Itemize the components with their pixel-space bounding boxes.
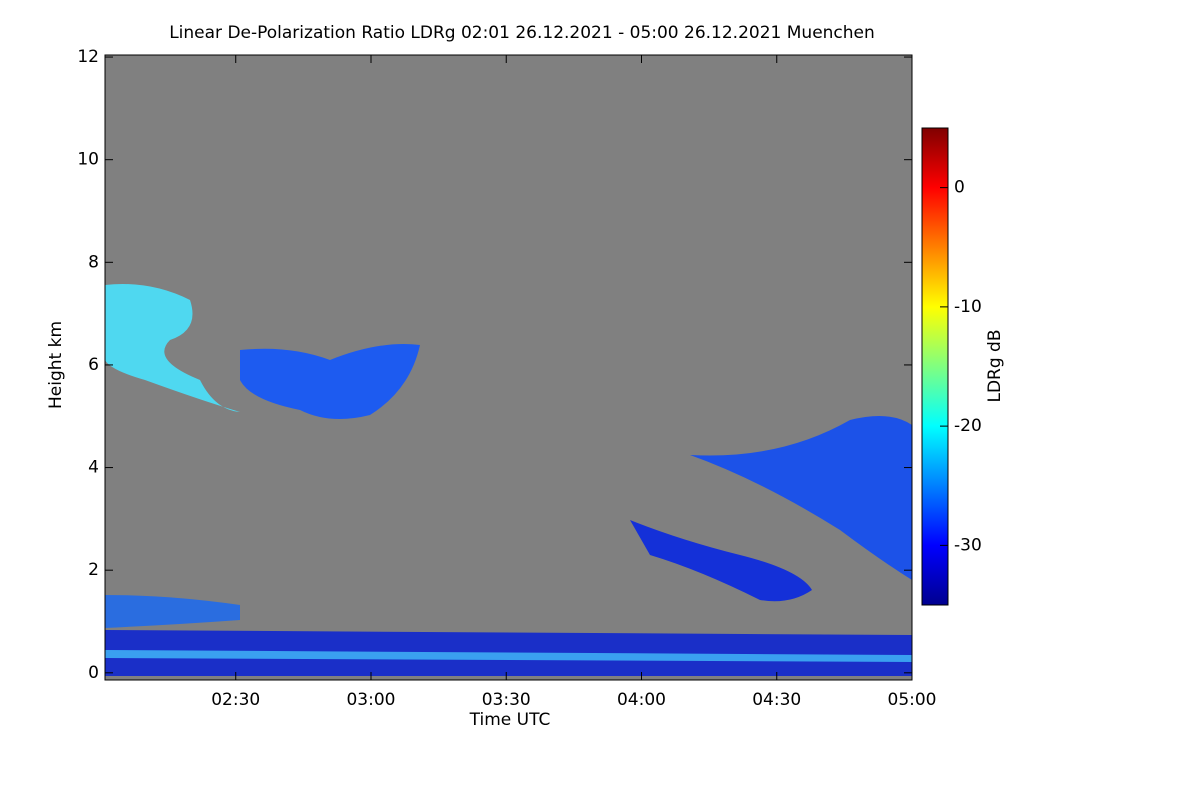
x-tick-label: 02:30	[211, 690, 260, 710]
x-tick-label: 03:30	[482, 690, 531, 710]
y-axis-label: Height km	[46, 321, 66, 409]
plot-frame	[104, 54, 913, 681]
cloud-echo	[630, 520, 812, 602]
chart-title: Linear De-Polarization Ratio LDRg 02:01 …	[169, 23, 875, 43]
colorbar-tick-label: -30	[954, 535, 982, 555]
echo-layer	[105, 284, 912, 676]
colorbar-tick-label: 0	[954, 178, 965, 198]
y-tick-label: 10	[77, 150, 99, 170]
y-tick-label: 4	[88, 458, 99, 478]
cloud-echo	[240, 344, 420, 419]
colorbar-tick-label: -10	[954, 297, 982, 317]
x-tick-label: 04:30	[752, 690, 801, 710]
x-tick-label: 05:00	[888, 690, 937, 710]
colorbar-label: LDRg dB	[985, 329, 1005, 402]
x-tick-label: 03:00	[346, 690, 395, 710]
x-axis-label: Time UTC	[469, 710, 551, 730]
cloud-echo	[105, 650, 912, 662]
y-tick-label: 6	[88, 355, 99, 375]
cloud-echo	[105, 284, 240, 412]
y-tick-label: 8	[88, 252, 99, 272]
y-tick-label: 2	[88, 560, 99, 580]
y-tick-label: 12	[77, 47, 99, 67]
colorbar	[921, 127, 949, 606]
colorbar-tick-label: -20	[954, 416, 982, 436]
cloud-echo	[690, 416, 912, 580]
x-tick-label: 04:00	[617, 690, 666, 710]
cloud-echo	[105, 595, 240, 628]
y-tick-label: 0	[88, 663, 99, 683]
